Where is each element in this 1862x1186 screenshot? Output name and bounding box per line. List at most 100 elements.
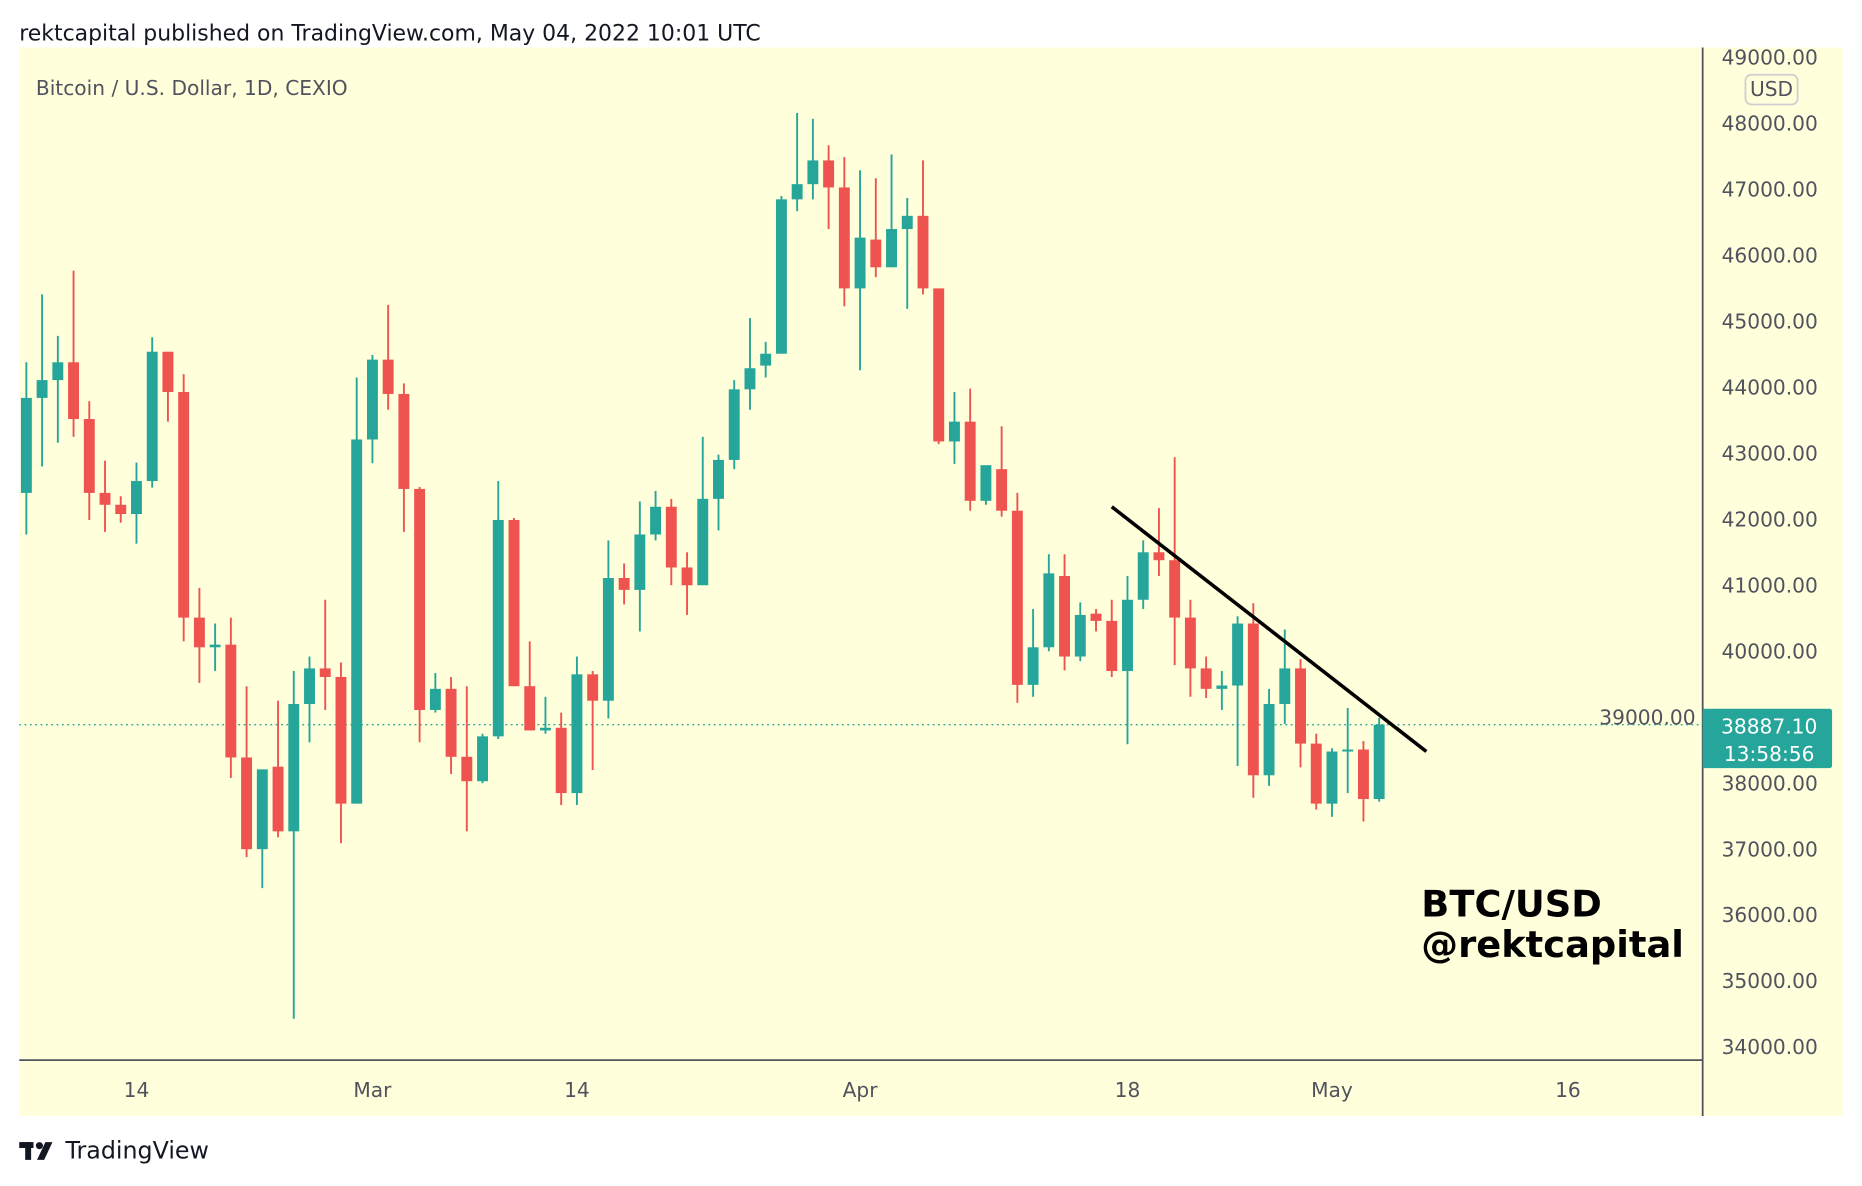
candle-bearish[interactable] — [83, 401, 95, 520]
candle-bearish[interactable] — [414, 486, 426, 743]
candle-bullish[interactable] — [854, 170, 866, 371]
currency-badge[interactable]: USD — [1744, 73, 1799, 106]
candle-bullish[interactable] — [886, 154, 897, 268]
candle-bearish[interactable] — [933, 288, 945, 445]
time-axis[interactable]: 14 Mar 14 Apr 18 May 16 — [124, 1078, 1581, 1102]
candle-bullish[interactable] — [1137, 540, 1149, 610]
candle-bearish[interactable] — [1184, 599, 1196, 697]
candle-bullish[interactable] — [351, 377, 363, 804]
candle-body — [823, 160, 835, 188]
candle-bearish[interactable] — [1090, 609, 1102, 632]
candle-bullish[interactable] — [807, 118, 819, 200]
candle-body — [272, 766, 284, 832]
candle-bullish[interactable] — [980, 465, 992, 505]
candle-bullish[interactable] — [713, 454, 724, 531]
tradingview-logo[interactable]: TradingView — [19, 1137, 209, 1165]
trendline[interactable] — [1110, 505, 1428, 753]
candle-bearish[interactable] — [445, 676, 457, 774]
candle-bullish[interactable] — [634, 501, 646, 632]
published-header: rektcapital published on TradingView.com… — [19, 21, 760, 46]
candle-bullish[interactable] — [791, 112, 803, 212]
candle-bearish[interactable] — [838, 157, 850, 307]
candle-bearish[interactable] — [1011, 492, 1023, 703]
candle-bearish[interactable] — [461, 686, 473, 832]
candle-bearish[interactable] — [382, 304, 394, 410]
candle-bearish[interactable] — [241, 686, 253, 858]
candle-bullish[interactable] — [901, 198, 913, 309]
candle-bullish[interactable] — [744, 318, 756, 410]
candle-bearish[interactable] — [823, 145, 835, 230]
candle-bearish[interactable] — [1200, 656, 1212, 699]
candle-bullish[interactable] — [775, 196, 787, 354]
candle-bearish[interactable] — [681, 552, 693, 615]
candle-bearish[interactable] — [335, 662, 347, 844]
candle-bullish[interactable] — [539, 696, 551, 734]
candle-bullish[interactable] — [1263, 688, 1275, 786]
bar-countdown: 13:58:56 — [1724, 742, 1815, 766]
candle-body — [602, 578, 614, 701]
candle-bullish[interactable] — [1232, 616, 1244, 767]
candle-bearish[interactable] — [162, 351, 174, 422]
candle-bearish[interactable] — [1295, 659, 1306, 768]
candle-bearish[interactable] — [555, 712, 567, 805]
candle-bearish[interactable] — [398, 383, 410, 532]
candle-bullish[interactable] — [366, 355, 378, 464]
candle-bullish[interactable] — [429, 673, 441, 713]
candle-bearish[interactable] — [870, 178, 882, 278]
candle-bearish[interactable] — [508, 517, 520, 687]
candle-bearish[interactable] — [115, 496, 127, 523]
candle-bullish[interactable] — [571, 656, 583, 805]
candle-bullish[interactable] — [36, 294, 48, 467]
candle-bullish[interactable] — [146, 337, 158, 488]
candle-bullish[interactable] — [1373, 717, 1385, 802]
candle-bullish[interactable] — [1074, 602, 1086, 662]
price-axis[interactable]: 34000.00 35000.00 36000.00 37000.00 38000.00… — [1599, 46, 1818, 1060]
candle-bullish[interactable] — [697, 436, 709, 586]
candle-bearish[interactable] — [193, 587, 205, 683]
candle-bearish[interactable] — [996, 426, 1008, 517]
plot-area[interactable] — [19, 112, 1703, 1019]
candle-bullish[interactable] — [52, 335, 64, 443]
candle-bullish[interactable] — [256, 769, 268, 889]
candle-bearish[interactable] — [1106, 599, 1118, 677]
candle-bullish[interactable] — [760, 341, 772, 378]
candle-bullish[interactable] — [1279, 629, 1291, 724]
candle-bullish[interactable] — [477, 733, 489, 784]
candle-bullish[interactable] — [209, 623, 221, 672]
date-tick-label: 18 — [1115, 1078, 1141, 1102]
candle-bullish[interactable] — [1027, 609, 1039, 697]
candle-bearish[interactable] — [618, 563, 630, 605]
candle-bullish[interactable] — [20, 362, 32, 535]
candle-bearish[interactable] — [964, 388, 976, 511]
candle-bearish[interactable] — [1059, 554, 1071, 671]
candle-bearish[interactable] — [587, 671, 599, 770]
candle-bullish[interactable] — [131, 462, 142, 544]
candle-body — [99, 492, 111, 505]
candle-bullish[interactable] — [288, 671, 300, 1019]
candle-bearish[interactable] — [1169, 457, 1181, 666]
candle-bullish[interactable] — [1342, 707, 1354, 794]
candle-bullish[interactable] — [1043, 554, 1055, 652]
candle-bearish[interactable] — [1310, 733, 1322, 810]
candle-bearish[interactable] — [319, 599, 331, 710]
candle-bearish[interactable] — [178, 374, 190, 642]
candle-bullish[interactable] — [602, 540, 614, 719]
candle-bullish[interactable] — [728, 380, 740, 470]
candle-bearish[interactable] — [272, 700, 284, 838]
candle-bullish[interactable] — [1122, 576, 1133, 745]
candle-bearish[interactable] — [1247, 603, 1259, 798]
candle-bullish[interactable] — [1326, 748, 1338, 817]
candle-bearish[interactable] — [225, 617, 237, 778]
candle-body — [178, 391, 190, 618]
candle-bearish[interactable] — [917, 160, 929, 295]
candle-bullish[interactable] — [1216, 671, 1228, 710]
candle-bullish[interactable] — [304, 656, 315, 743]
candle-bearish[interactable] — [1357, 740, 1369, 822]
candle-bearish[interactable] — [68, 270, 80, 437]
candle-bearish[interactable] — [665, 498, 677, 586]
candle-bearish[interactable] — [524, 641, 536, 731]
candle-bearish[interactable] — [99, 460, 111, 532]
candle-bullish[interactable] — [492, 481, 504, 739]
candle-bullish[interactable] — [948, 391, 960, 464]
candle-bullish[interactable] — [650, 490, 662, 541]
